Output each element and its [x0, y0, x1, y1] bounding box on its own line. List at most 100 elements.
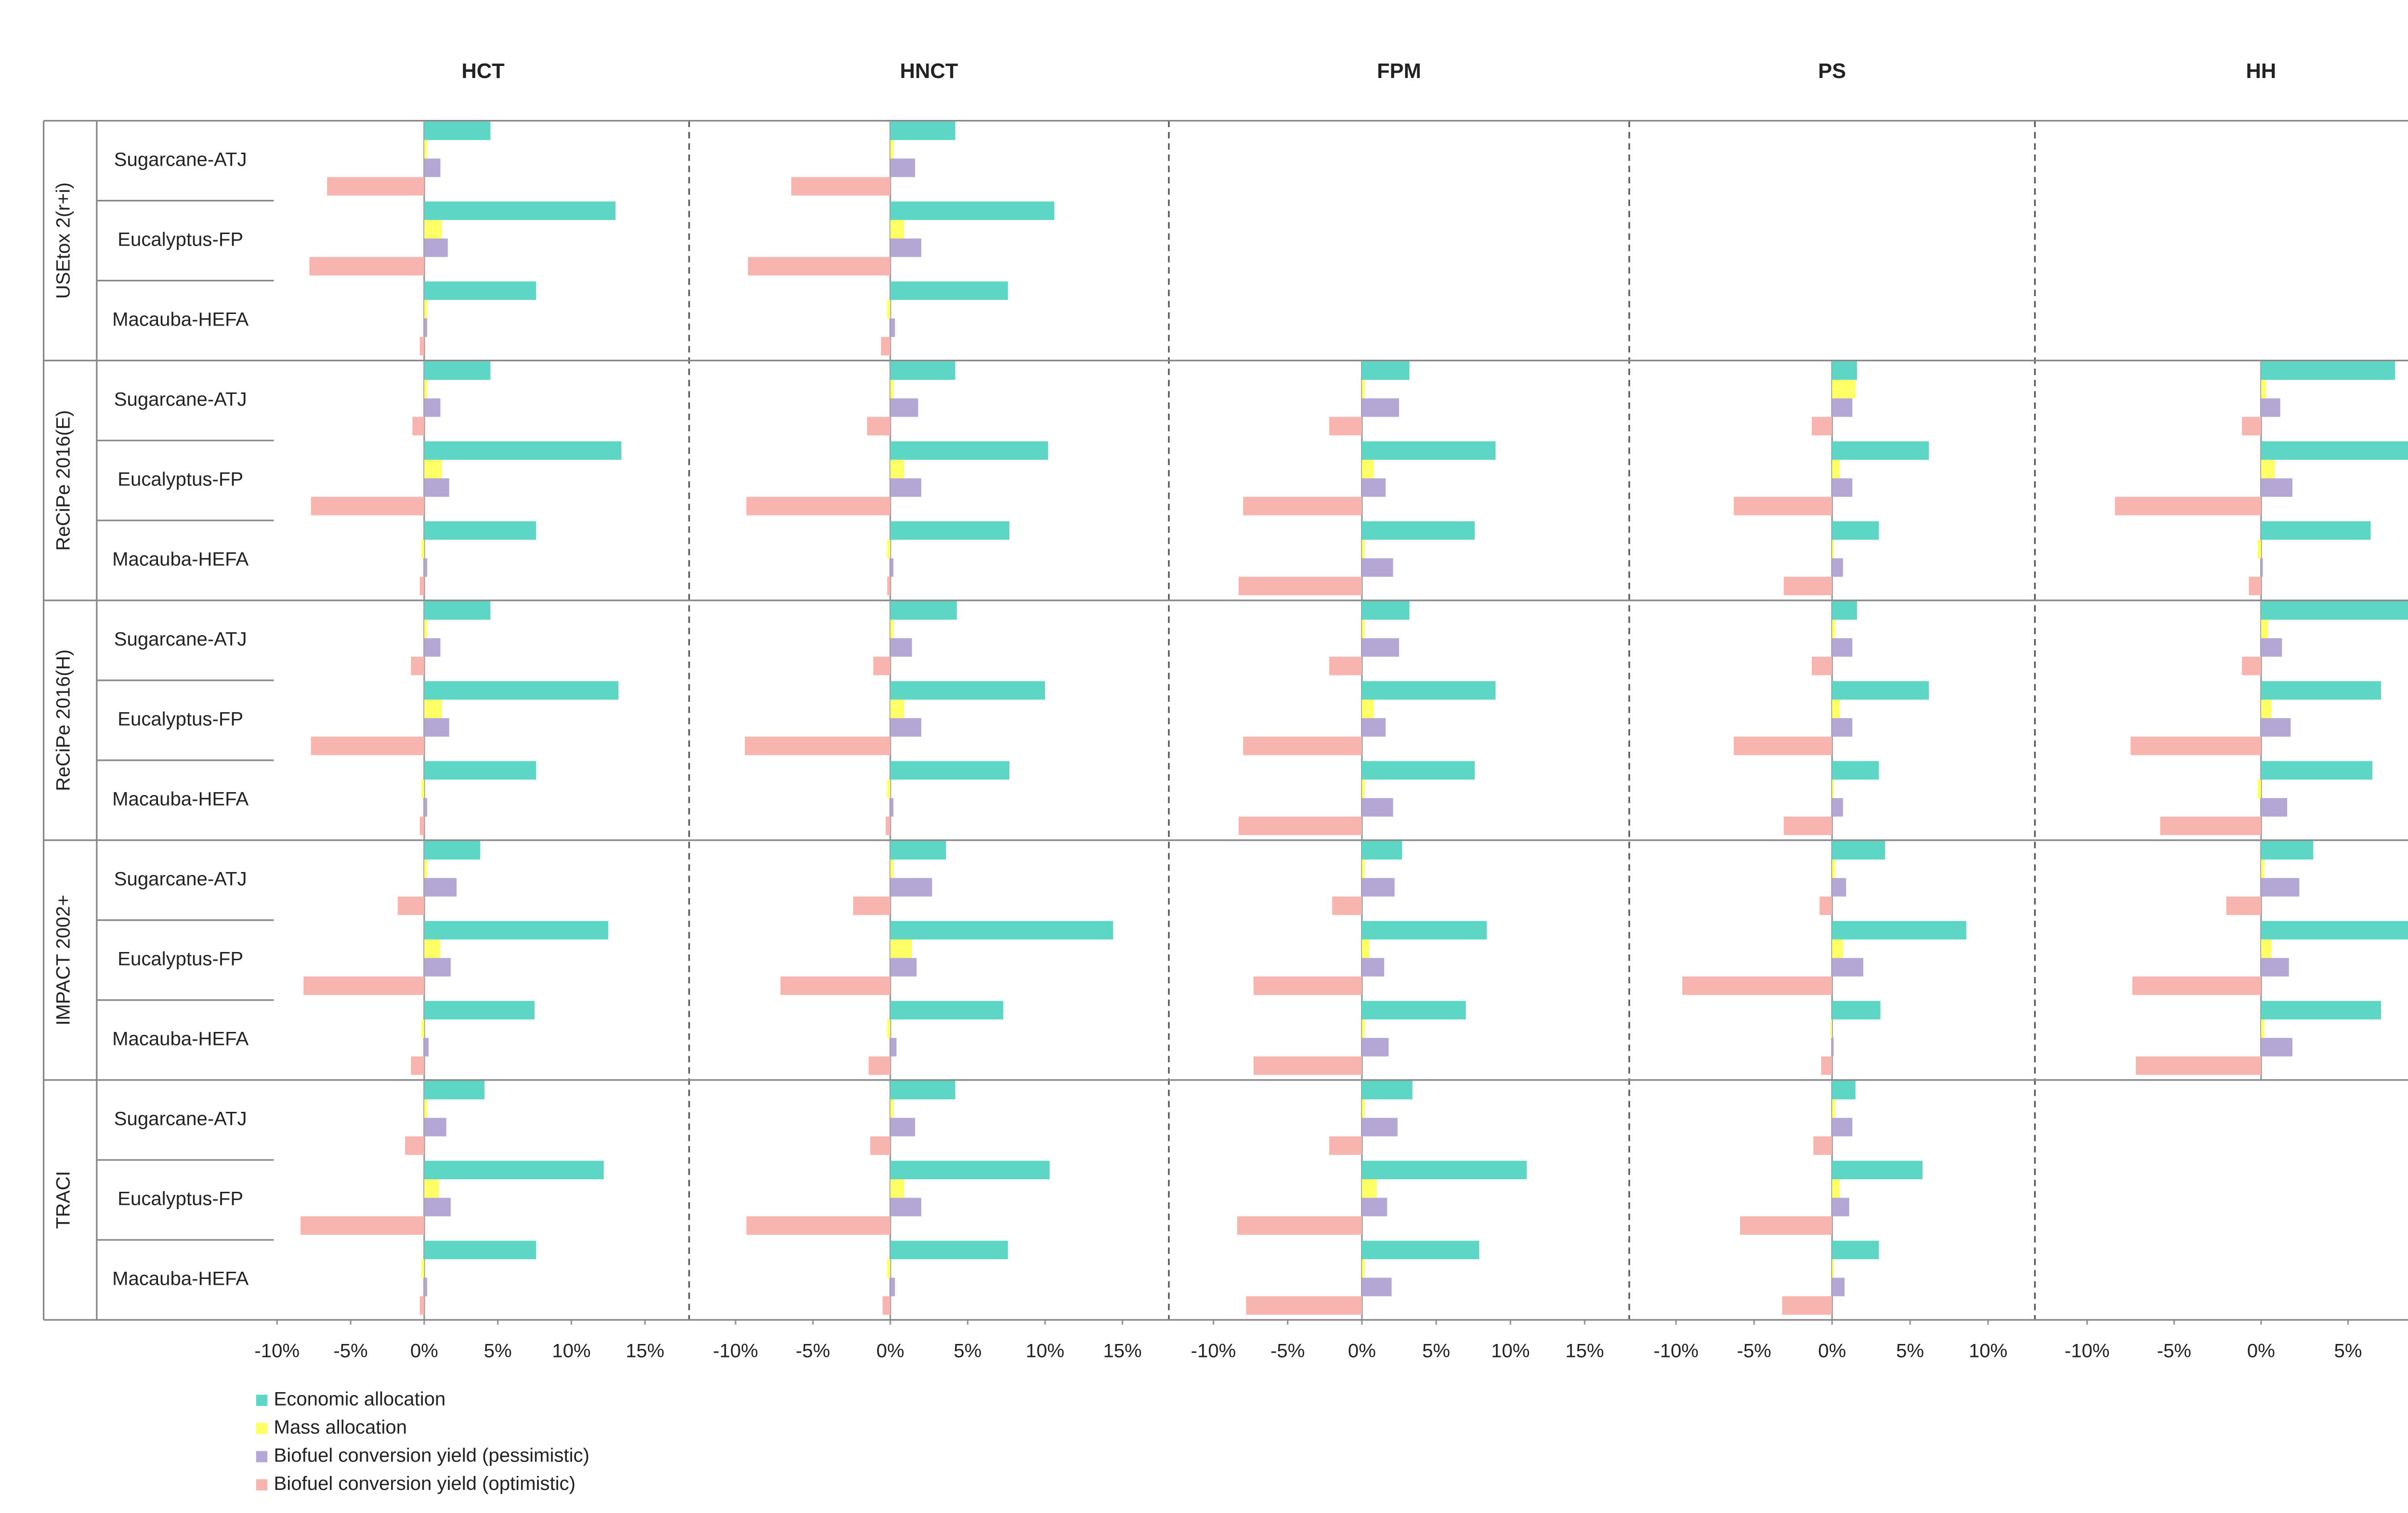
bar — [780, 976, 890, 995]
bar — [411, 656, 424, 676]
bar — [1238, 576, 1362, 596]
bar — [1361, 859, 1365, 878]
category-label: Sugarcane-ATJ — [114, 389, 247, 410]
category-label: Eucalyptus-FP — [118, 1188, 243, 1209]
bar — [2257, 539, 2261, 559]
bar — [890, 1118, 916, 1136]
bar — [867, 417, 890, 436]
bar — [1361, 798, 1393, 817]
bar — [1832, 1099, 1835, 1118]
bar — [424, 478, 449, 497]
bar — [424, 699, 442, 718]
bar — [424, 1179, 439, 1198]
x-tick-label: 10% — [1491, 1340, 1530, 1361]
bar — [424, 281, 537, 300]
bar — [1361, 1118, 1398, 1136]
bar — [1361, 718, 1386, 737]
x-tick-label: 5% — [484, 1340, 512, 1361]
category-label: Sugarcane-ATJ — [114, 628, 247, 650]
bar — [2242, 656, 2261, 676]
bar — [424, 1161, 604, 1179]
bar — [424, 841, 480, 860]
bar — [2261, 878, 2300, 897]
bar — [2261, 681, 2382, 700]
bar — [421, 1259, 424, 1278]
bar — [424, 601, 491, 620]
x-tick-label: 0% — [410, 1340, 438, 1361]
x-tick-label: -5% — [2157, 1340, 2191, 1361]
bar — [424, 878, 457, 897]
bar — [1832, 619, 1835, 639]
category-label: Macauba-HEFA — [112, 1268, 249, 1289]
legend-swatch — [256, 1422, 268, 1435]
x-tick-label: 15% — [626, 1340, 664, 1361]
x-tick-label: -10% — [2065, 1340, 2110, 1361]
bar — [424, 1038, 429, 1056]
bar — [1832, 1259, 1834, 1278]
bar — [1361, 939, 1370, 958]
x-tick-label: 5% — [1422, 1340, 1450, 1361]
column-title: HH — [2246, 60, 2277, 83]
bar — [1361, 681, 1496, 700]
category-label: Macauba-HEFA — [112, 548, 249, 570]
bar — [424, 638, 441, 657]
bar — [890, 1081, 955, 1099]
bar — [424, 1099, 427, 1118]
bar — [885, 816, 890, 835]
x-tick-label: -5% — [1270, 1340, 1305, 1361]
bar — [421, 1019, 424, 1038]
bar — [1361, 921, 1487, 939]
bar — [424, 1081, 485, 1099]
legend-swatch — [256, 1395, 268, 1406]
bar — [424, 140, 427, 159]
bar — [2261, 379, 2266, 399]
bar — [1832, 1001, 1881, 1019]
x-tick-label: 5% — [2334, 1340, 2362, 1361]
bar — [424, 939, 441, 958]
bar — [424, 361, 491, 380]
bar — [887, 576, 890, 596]
bar — [1237, 1216, 1362, 1235]
bar — [887, 1019, 890, 1038]
bar — [1832, 638, 1853, 657]
x-tick-label: 5% — [1896, 1340, 1924, 1361]
bar — [890, 1240, 1008, 1259]
bar — [1783, 576, 1832, 596]
bar — [424, 379, 427, 399]
category-label: Eucalyptus-FP — [118, 229, 243, 250]
bar — [1813, 1136, 1832, 1155]
bar — [890, 1278, 895, 1296]
bar — [890, 601, 957, 620]
bar — [2261, 478, 2292, 497]
bar — [890, 878, 932, 897]
bar — [1832, 699, 1840, 718]
bar — [1361, 1179, 1377, 1198]
x-tick-label: -10% — [713, 1340, 758, 1361]
bar — [424, 718, 449, 737]
bar — [424, 681, 619, 700]
bar — [873, 656, 890, 676]
bar — [1361, 1198, 1387, 1216]
bar — [887, 1259, 890, 1278]
bar — [890, 718, 921, 737]
bar — [1361, 558, 1393, 577]
bar — [1329, 417, 1362, 436]
bar — [2261, 718, 2291, 737]
category-label: Eucalyptus-FP — [118, 708, 243, 730]
bar — [309, 257, 424, 276]
bar — [1832, 1081, 1856, 1099]
legend-swatch — [256, 1479, 268, 1491]
bar — [1243, 496, 1362, 516]
bar — [890, 281, 1008, 300]
bar — [890, 958, 917, 977]
bar — [791, 177, 890, 196]
bar — [1361, 1081, 1413, 1099]
bar — [1821, 1056, 1832, 1075]
row-title: ReCiPe 2016(H) — [53, 650, 74, 791]
bar — [1361, 619, 1365, 639]
x-tick-label: -10% — [1653, 1340, 1699, 1361]
bar — [890, 238, 921, 257]
bar — [1832, 1278, 1845, 1296]
legend-swatch — [256, 1451, 268, 1462]
bar — [1832, 761, 1879, 780]
